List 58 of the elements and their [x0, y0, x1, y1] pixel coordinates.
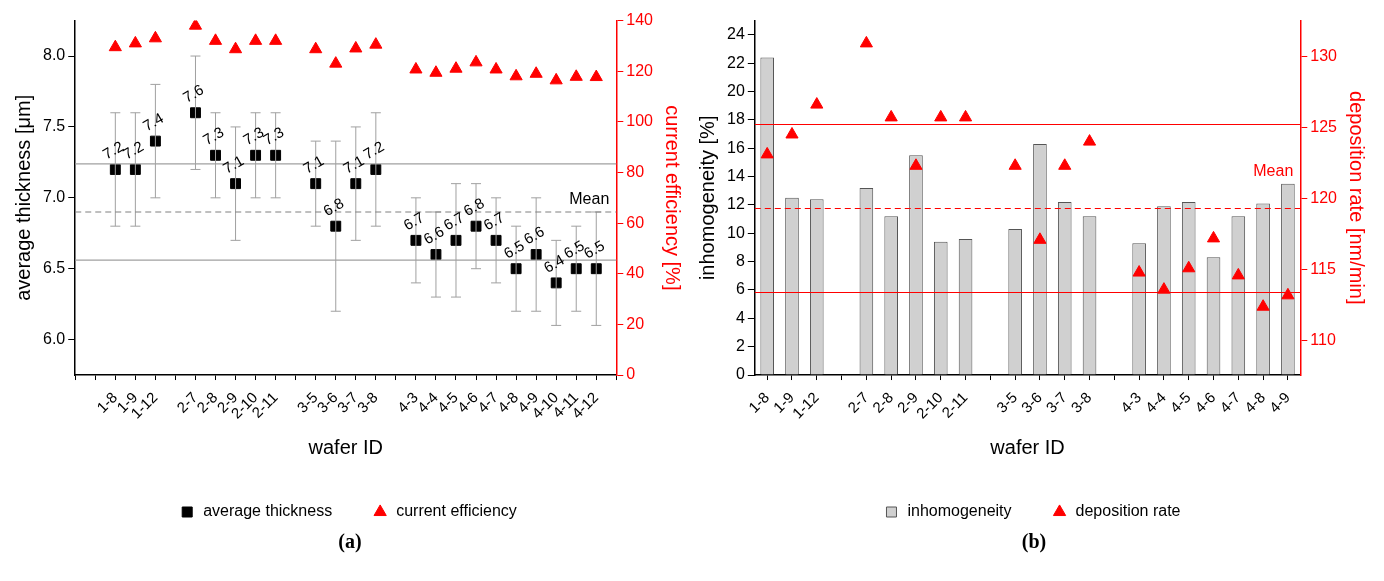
- data-label: 7.4: [139, 108, 167, 135]
- x-tick-label: 4-6: [1191, 388, 1219, 416]
- x-tick-label: 3-8: [1067, 388, 1095, 416]
- x-tick-label: 3-7: [1042, 388, 1070, 416]
- y2-tick-label: 120: [626, 61, 654, 79]
- data-label: 7.3: [199, 123, 227, 149]
- y-tick-label: 20: [727, 81, 745, 99]
- legend-label: current efficiency: [396, 502, 517, 520]
- data-label: 7.1: [300, 151, 327, 177]
- y-tick-label: 6.0: [42, 330, 66, 348]
- data-label: 6.7: [400, 208, 427, 234]
- legend-label: average thickness: [203, 502, 333, 520]
- y-tick-label: 7.0: [42, 188, 66, 206]
- data-label: 6.8: [320, 193, 347, 220]
- y2-tick-label: 115: [1310, 260, 1336, 278]
- y2-tick-label: 140: [626, 11, 654, 29]
- y-tick-label: 12: [727, 195, 745, 213]
- x-axis-title: wafer ID: [307, 435, 384, 458]
- y2-tick-label: 130: [1310, 46, 1338, 64]
- x-tick-label: 1-8: [744, 388, 773, 416]
- y-tick-label: 24: [727, 25, 745, 43]
- y-tick-label: 4: [735, 308, 745, 326]
- y-tick-label: 0: [735, 365, 745, 383]
- y-tick-label: 8.0: [42, 46, 66, 64]
- y-tick-label: 18: [727, 110, 745, 128]
- y-tick-label: 8: [735, 252, 745, 270]
- y2-tick-label: 60: [626, 213, 645, 231]
- x-tick-label: 4-3: [393, 388, 421, 416]
- y-tick-label: 14: [727, 166, 745, 184]
- y-axis-title: average thickness [μm]: [11, 94, 34, 301]
- ref-line-label: Mean: [569, 190, 610, 208]
- y2-tick-label: 20: [626, 314, 645, 332]
- y2-tick-label: 120: [1310, 188, 1338, 206]
- data-label: 7.6: [179, 80, 207, 106]
- text: (b): [1020, 530, 1048, 553]
- text: (a): [337, 530, 363, 553]
- y2-tick-label: 40: [626, 264, 645, 282]
- y-tick-label: 6.5: [42, 259, 66, 277]
- y2-tick-label: 100: [626, 112, 654, 130]
- legend-label: deposition rate: [1075, 502, 1181, 520]
- legend-label: inhomogeneity: [907, 502, 1012, 520]
- y-tick-label: 7.5: [42, 117, 66, 135]
- y-tick-label: 16: [727, 138, 745, 156]
- y-tick-label: 2: [735, 337, 745, 355]
- data-label: 7.1: [219, 151, 247, 177]
- y2-tick-label: 125: [1310, 117, 1338, 135]
- ref-line-label: Mean: [1253, 162, 1294, 180]
- y2-tick-label: 80: [626, 162, 645, 180]
- y-tick-label: 10: [727, 223, 745, 241]
- y2-tick-label: 110: [1310, 331, 1336, 349]
- y2-axis-title: current efficiency [%]: [662, 105, 685, 291]
- y2-tick-label: 0: [626, 365, 636, 383]
- x-axis-title: wafer ID: [989, 435, 1065, 458]
- y-tick-label: 22: [727, 53, 745, 71]
- y-tick-label: 6: [735, 280, 745, 298]
- y-axis-title: inhomogeneity [%]: [695, 115, 718, 281]
- x-tick-label: 4-5: [1166, 388, 1194, 416]
- y2-axis-title: deposition rate [nm/min]: [1346, 91, 1369, 305]
